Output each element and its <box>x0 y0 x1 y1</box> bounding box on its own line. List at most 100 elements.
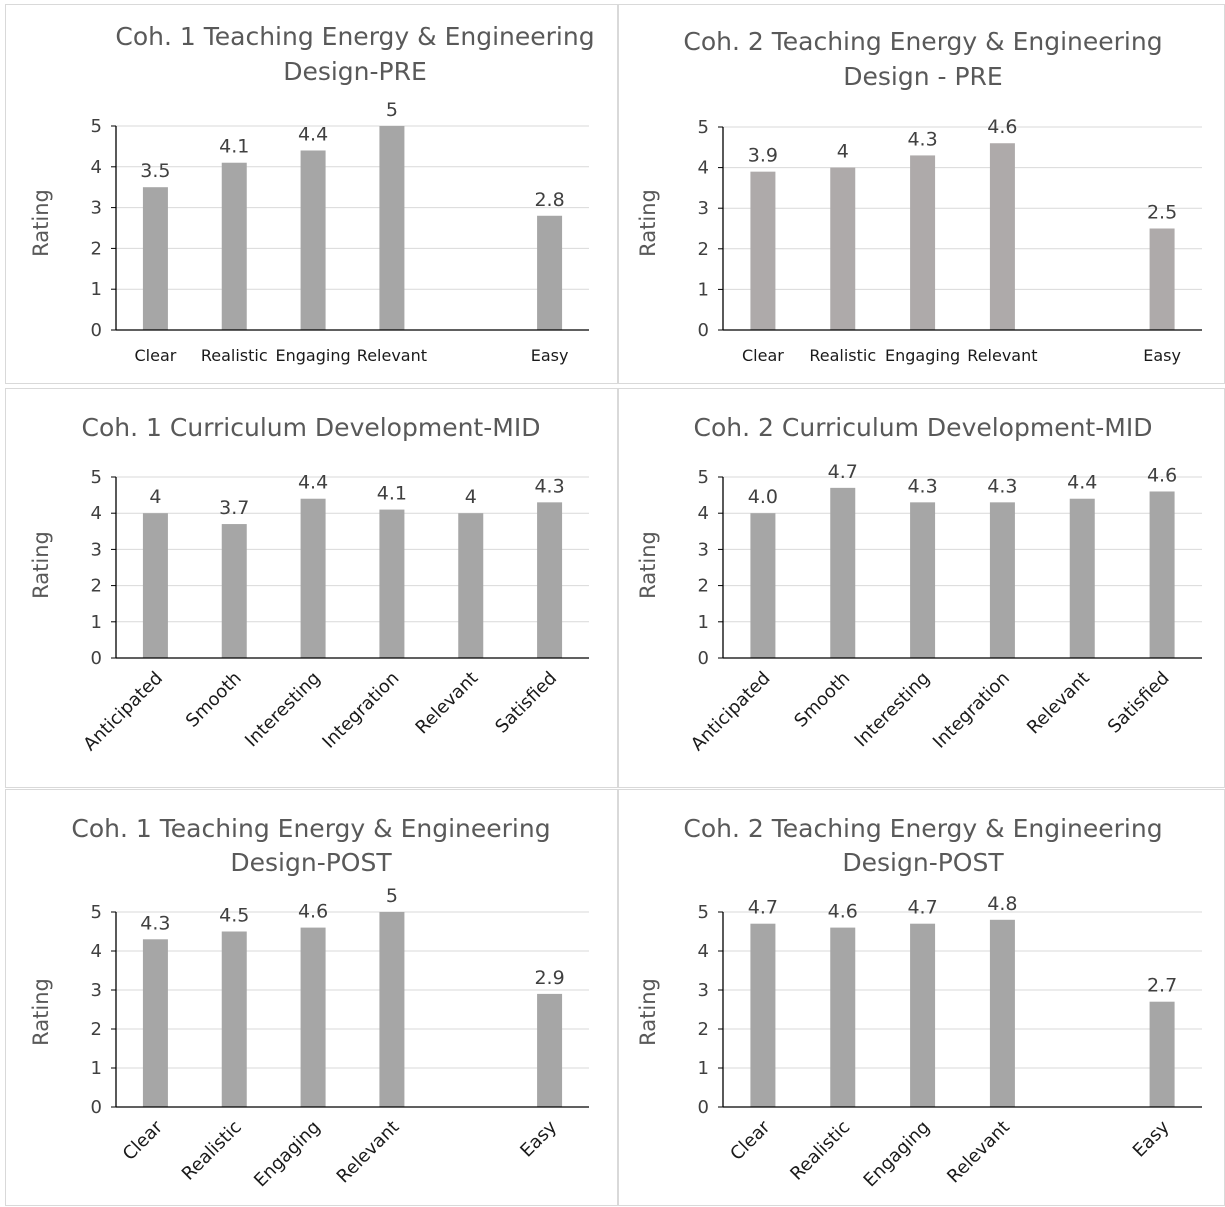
bar <box>379 126 405 330</box>
data-label: 3.9 <box>748 145 778 167</box>
y-tick-label: 2 <box>698 1019 709 1040</box>
y-tick-label: 3 <box>698 539 709 560</box>
x-tick-label: Relevant <box>1023 668 1094 739</box>
y-tick-label: 5 <box>698 902 709 923</box>
y-tick-label: 4 <box>91 157 102 178</box>
y-tick-label: 3 <box>91 539 102 560</box>
data-label: 4.7 <box>907 897 937 919</box>
y-tick-label: 5 <box>91 116 102 137</box>
y-tick-label: 0 <box>91 1097 102 1118</box>
chart-panel-coh1-post: Coh. 1 Teaching Energy & Engineering Desi… <box>5 789 618 1206</box>
bar <box>1149 491 1175 658</box>
x-tick-label: Smooth <box>790 668 854 732</box>
bar <box>830 927 856 1107</box>
y-tick-label: 5 <box>91 902 102 923</box>
chart-svg: Coh. 2 Curriculum Development-MID Rating 0… <box>636 413 1202 755</box>
bar <box>221 162 247 330</box>
chart-svg: Coh. 1 Teaching Energy & Engineering Desi… <box>29 22 595 365</box>
y-tick-label: 4 <box>91 941 102 962</box>
x-tick-label: Engaging <box>250 1117 325 1192</box>
y-axis-label: Rating <box>29 531 53 599</box>
bar <box>750 171 776 330</box>
data-label: 4.3 <box>907 475 937 497</box>
x-tick-label: Easy <box>516 1116 561 1161</box>
y-tick-label: 5 <box>698 117 709 138</box>
data-label: 4 <box>837 141 849 163</box>
y-tick-label: 1 <box>91 612 102 633</box>
bar <box>1149 228 1175 330</box>
chart-panel-coh1-pre: Coh. 1 Teaching Energy & Engineering Desi… <box>5 4 618 384</box>
data-label: 3.5 <box>140 160 170 182</box>
chart-panel-coh2-post: Coh. 2 Teaching Energy & Engineering Desi… <box>618 789 1225 1206</box>
chart-title: Coh. 2 Curriculum Development-MID <box>694 413 1153 442</box>
data-label: 4.3 <box>140 912 170 934</box>
x-tick-label: Relevant <box>943 1117 1014 1188</box>
x-tick-label: Clear <box>742 346 784 365</box>
x-tick-label: Engaging <box>276 346 351 365</box>
y-axis-label: Rating <box>636 189 660 257</box>
y-tick-label: 0 <box>698 320 709 341</box>
y-tick-label: 4 <box>698 503 709 524</box>
x-tick-label: Satisfied <box>491 668 561 738</box>
chart-title: Coh. 2 Teaching Energy & Engineering <box>683 27 1162 56</box>
y-tick-label: 1 <box>698 279 709 300</box>
x-tick-label: Integration <box>318 668 403 753</box>
data-label: 4.6 <box>298 901 328 923</box>
y-tick-label: 3 <box>698 980 709 1001</box>
y-tick-label: 3 <box>91 980 102 1001</box>
y-axis-label: Rating <box>29 189 53 257</box>
data-label: 2.8 <box>534 189 564 211</box>
chart-panel-coh2-pre: Coh. 2 Teaching Energy & Engineering Desi… <box>618 4 1225 384</box>
data-label: 4.6 <box>828 901 858 923</box>
chart-title: Coh. 1 Curriculum Development-MID <box>82 413 541 442</box>
data-label: 4 <box>465 486 477 508</box>
y-tick-label: 2 <box>698 576 709 597</box>
x-tick-label: Realistic <box>809 346 876 365</box>
y-axis-label: Rating <box>636 531 660 599</box>
x-tick-label: Clear <box>726 1116 775 1165</box>
x-tick-label: Engaging <box>860 1117 935 1192</box>
y-tick-label: 0 <box>698 1097 709 1118</box>
y-tick-label: 0 <box>91 320 102 341</box>
y-tick-label: 4 <box>698 941 709 962</box>
bar <box>537 502 563 658</box>
y-tick-label: 1 <box>91 279 102 300</box>
data-label: 2.5 <box>1147 202 1177 224</box>
chart-title: Design - PRE <box>843 62 1002 91</box>
y-tick-label: 1 <box>91 1058 102 1079</box>
x-tick-label: Smooth <box>182 668 246 732</box>
y-tick-label: 2 <box>91 576 102 597</box>
bar <box>1069 498 1095 658</box>
chart-panel-coh2-mid: Coh. 2 Curriculum Development-MID Rating 0… <box>618 388 1225 788</box>
data-label: 4.1 <box>377 483 407 505</box>
data-label: 5 <box>386 885 398 907</box>
y-axis-label: Rating <box>29 978 53 1046</box>
y-tick-label: 2 <box>698 239 709 260</box>
y-tick-label: 2 <box>91 1019 102 1040</box>
y-tick-label: 5 <box>698 467 709 488</box>
data-label: 4.8 <box>987 893 1017 915</box>
data-label: 4.4 <box>298 123 328 145</box>
x-tick-label: Engaging <box>885 346 960 365</box>
x-tick-label: Relevant <box>412 668 483 739</box>
data-label: 4.6 <box>987 116 1017 138</box>
data-label: 2.7 <box>1147 975 1177 997</box>
chart-svg: Coh. 1 Teaching Energy & Engineering Desi… <box>29 814 589 1192</box>
y-tick-label: 0 <box>91 648 102 669</box>
bar <box>989 919 1015 1107</box>
y-tick-label: 1 <box>698 612 709 633</box>
bar <box>830 487 856 658</box>
x-tick-label: Satisfied <box>1104 668 1174 738</box>
bar <box>910 502 936 658</box>
x-tick-label: Integration <box>929 668 1014 753</box>
bar <box>1149 1001 1175 1107</box>
bar <box>537 993 563 1107</box>
data-label: 2.9 <box>534 967 564 989</box>
chart-title: Design-POST <box>842 848 1004 877</box>
chart-title: Coh. 1 Teaching Energy & Engineering <box>71 814 550 843</box>
x-tick-label: Easy <box>1129 1116 1174 1161</box>
chart-svg: Coh. 2 Teaching Energy & Engineering Desi… <box>636 27 1202 365</box>
bar <box>300 498 326 658</box>
x-tick-label: Relevant <box>967 346 1037 365</box>
x-tick-label: Clear <box>119 1116 168 1165</box>
